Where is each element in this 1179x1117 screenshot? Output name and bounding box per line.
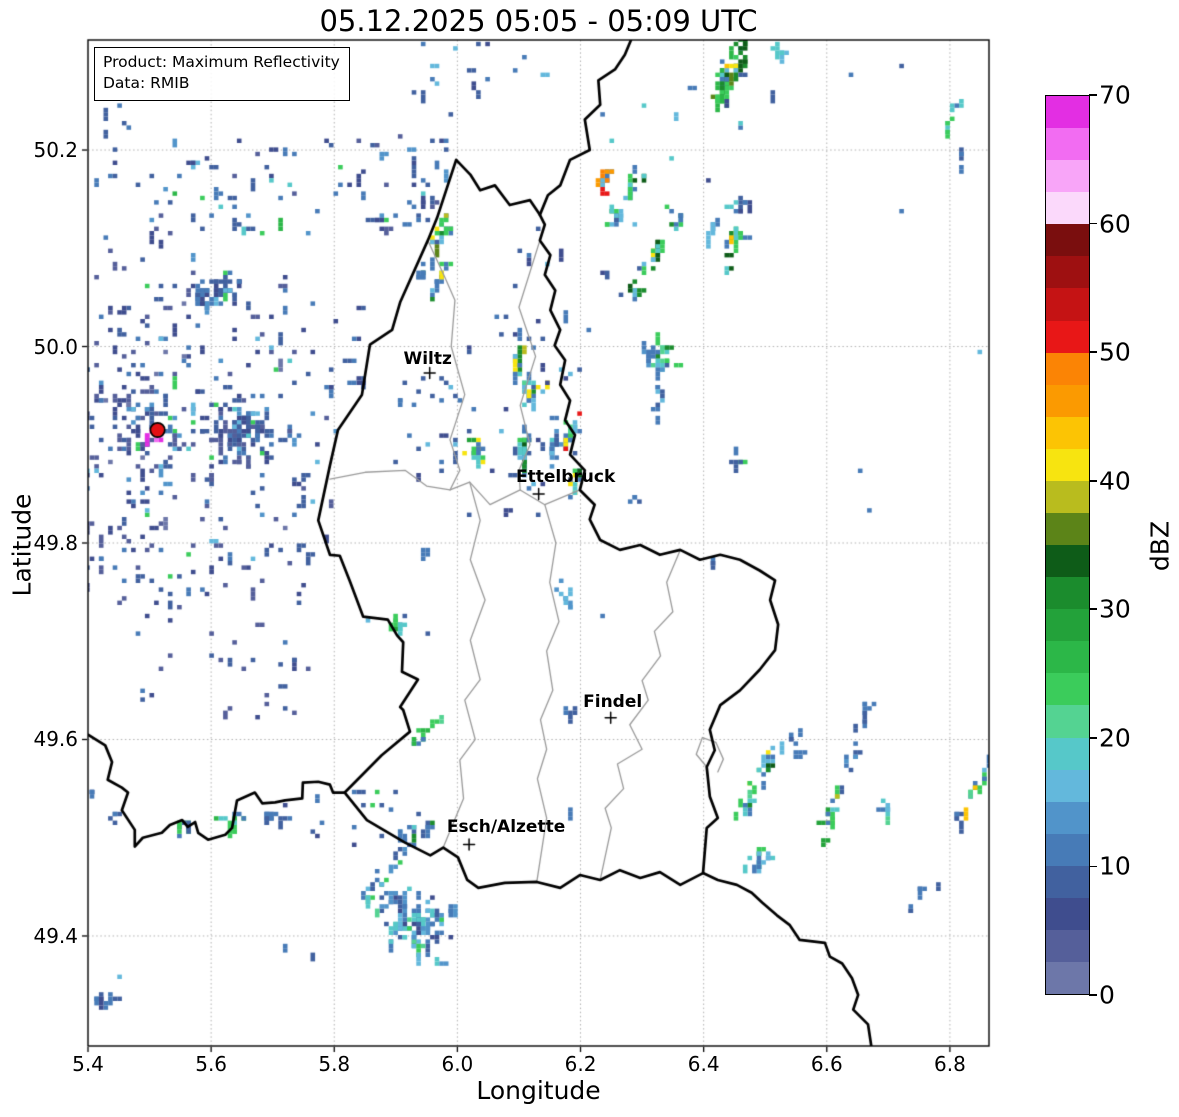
colorbar-segment xyxy=(1046,962,1089,995)
colorbar-segment xyxy=(1046,897,1089,931)
colorbar-segment xyxy=(1046,609,1089,642)
colorbar-segment xyxy=(1046,769,1089,802)
colorbar-segment xyxy=(1046,513,1089,546)
colorbar-tick-mark xyxy=(1089,479,1097,482)
x-tick-label: 5.8 xyxy=(318,1052,351,1076)
colorbar-segment xyxy=(1046,320,1089,353)
x-tick-label: 6.2 xyxy=(564,1052,597,1076)
y-tick-label: 50.2 xyxy=(33,138,78,163)
colorbar-segment xyxy=(1046,96,1089,129)
colorbar-segment xyxy=(1046,384,1089,417)
colorbar-segment xyxy=(1046,192,1089,225)
colorbar-segment xyxy=(1046,801,1089,834)
x-tick-label: 6.0 xyxy=(441,1052,474,1076)
colorbar-tick-label: 70 xyxy=(1099,80,1131,110)
data-source-line: Data: RMIB xyxy=(103,74,190,93)
colorbar-segment xyxy=(1046,352,1089,385)
x-tick-label: 6.6 xyxy=(810,1052,843,1076)
colorbar-segment xyxy=(1046,480,1089,514)
colorbar-tick-label: 60 xyxy=(1099,209,1131,239)
colorbar-tick-mark xyxy=(1089,737,1097,739)
y-tick-label: 49.4 xyxy=(33,923,78,948)
colorbar-segment xyxy=(1046,416,1089,449)
colorbar-tick-label: 50 xyxy=(1099,337,1131,367)
y-tick-label: 50.0 xyxy=(33,334,78,359)
colorbar-segment xyxy=(1046,288,1089,321)
city-label: Wiltz xyxy=(403,349,452,370)
city-label: Ettelbruck xyxy=(516,466,616,487)
colorbar-segment xyxy=(1046,641,1089,674)
colorbar-segment xyxy=(1046,930,1089,963)
colorbar-label: dBZ xyxy=(1145,520,1175,572)
colorbar-tick-label: 30 xyxy=(1099,594,1131,624)
x-tick-label: 6.8 xyxy=(934,1052,966,1076)
city-label: Findel xyxy=(583,691,643,712)
colorbar-segment xyxy=(1046,865,1089,898)
colorbar-tick-mark xyxy=(1089,865,1097,868)
y-tick-label: 49.8 xyxy=(33,531,78,555)
product-line: Product: Maximum Reflectivity xyxy=(103,53,340,71)
colorbar-tick-label: 0 xyxy=(1099,980,1115,1010)
city-label: Esch/Alzette xyxy=(446,816,566,837)
colorbar-tick-label: 20 xyxy=(1099,723,1131,753)
x-tick-label: 6.4 xyxy=(687,1052,720,1076)
product-info-box: Product: Maximum Reflectivity Data: RMIB xyxy=(94,47,350,101)
y-tick-label: 49.6 xyxy=(33,727,78,752)
colorbar-tick-mark xyxy=(1089,94,1097,96)
colorbar-tick-mark xyxy=(1089,351,1097,353)
colorbar-tick-mark xyxy=(1089,994,1097,996)
colorbar-tick-mark xyxy=(1089,222,1097,225)
colorbar-segment xyxy=(1046,673,1089,706)
colorbar-segment xyxy=(1046,128,1089,161)
colorbar-tick-mark xyxy=(1089,608,1097,611)
colorbar-segment xyxy=(1046,737,1089,770)
figure-title: 05.12.2025 05:05 - 05:09 UTC xyxy=(319,4,758,38)
colorbar-segment xyxy=(1046,577,1089,610)
colorbar-segment xyxy=(1046,160,1089,193)
colorbar xyxy=(1045,95,1090,995)
colorbar-segment xyxy=(1046,833,1089,866)
colorbar-segment xyxy=(1046,224,1089,257)
x-tick-label: 5.4 xyxy=(72,1052,104,1076)
colorbar-segment xyxy=(1046,545,1089,578)
x-axis-label: Longitude xyxy=(476,1076,601,1105)
colorbar-segment xyxy=(1046,448,1089,481)
colorbar-tick-label: 40 xyxy=(1099,466,1131,496)
x-tick-label: 5.6 xyxy=(195,1052,228,1076)
colorbar-segment xyxy=(1046,705,1089,738)
colorbar-tick-label: 10 xyxy=(1099,851,1131,881)
colorbar-segment xyxy=(1046,256,1089,289)
